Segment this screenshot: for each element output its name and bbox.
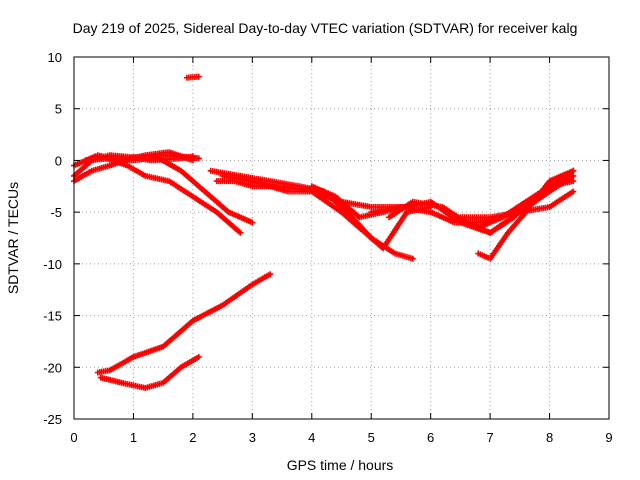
y-tick-label: 5 xyxy=(55,102,62,117)
x-tick-label: 4 xyxy=(308,430,315,445)
y-tick-label: -10 xyxy=(43,257,62,272)
x-tick-label: 9 xyxy=(605,430,612,445)
grid-lines xyxy=(74,57,609,419)
x-tick-label: 6 xyxy=(427,430,434,445)
y-tick-label: -15 xyxy=(43,309,62,324)
x-tick-label: 0 xyxy=(70,430,77,445)
chart-title: Day 219 of 2025, Sidereal Day-to-day VTE… xyxy=(73,20,578,36)
x-tick-label: 3 xyxy=(249,430,256,445)
series-markers xyxy=(475,178,577,231)
series-markers xyxy=(94,271,274,376)
axis-ticks: 0 1 2 3 4 5 6 7 8 9 -25 -20 -15 -10 -5 0 5 10 xyxy=(43,50,612,445)
series-arc-11 xyxy=(219,172,434,252)
x-tick-label: 8 xyxy=(546,430,553,445)
x-tick-label: 2 xyxy=(189,430,196,445)
series-arc-6 xyxy=(183,73,202,81)
y-tick-label: 10 xyxy=(48,50,62,65)
y-tick-label: -5 xyxy=(50,205,62,220)
x-tick-label: 5 xyxy=(368,430,375,445)
series-markers xyxy=(97,353,202,391)
y-tick-label: -25 xyxy=(43,412,62,427)
x-axis-label: GPS time / hours xyxy=(287,457,394,473)
series-arc-7 xyxy=(94,271,274,376)
x-tick-label: 1 xyxy=(130,430,137,445)
series-arc-17 xyxy=(475,178,577,231)
series-arc-8 xyxy=(97,353,202,391)
series-arc-5 xyxy=(82,154,256,226)
series-markers xyxy=(219,172,434,252)
data-series xyxy=(71,73,577,391)
y-axis-label: SDTVAR / TECUs xyxy=(5,182,21,294)
x-tick-label: 7 xyxy=(486,430,493,445)
y-tick-label: 0 xyxy=(55,153,62,168)
plot-frame xyxy=(73,56,610,420)
series-markers xyxy=(82,154,256,226)
y-tick-label: -20 xyxy=(43,360,62,375)
series-markers xyxy=(183,73,202,81)
